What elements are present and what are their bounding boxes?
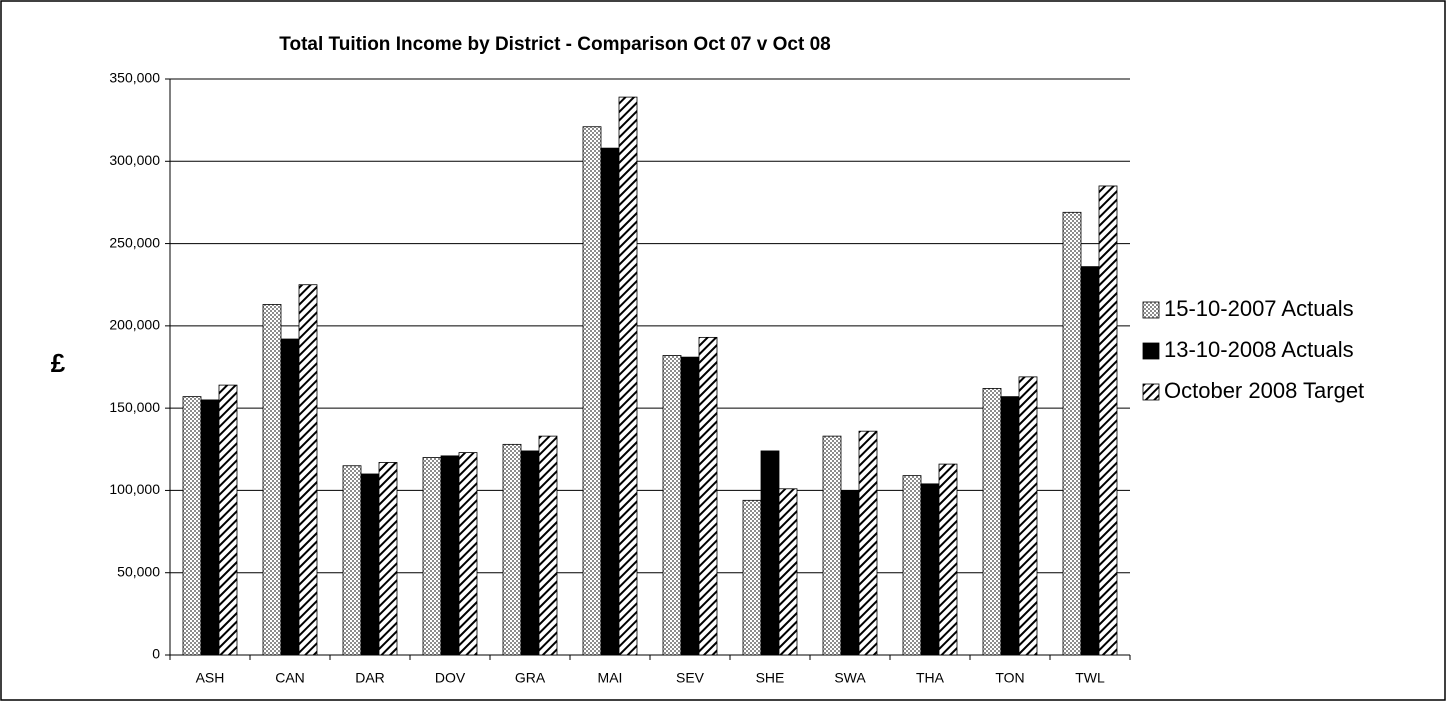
bar (778, 488, 798, 656)
x-tick-label: TWL (1075, 670, 1105, 686)
bar (280, 338, 300, 656)
legend-swatch (1142, 342, 1160, 360)
x-tick-label: SEV (676, 670, 705, 686)
bar (440, 455, 460, 656)
y-tick-label: 200,000 (109, 317, 160, 333)
bar (342, 465, 362, 656)
bar (618, 96, 638, 656)
x-tick-label: DOV (435, 670, 466, 686)
bar (582, 126, 602, 656)
bar (538, 435, 558, 656)
bar (680, 356, 700, 656)
bar (600, 147, 620, 656)
chart-title: Total Tuition Income by District - Compa… (279, 34, 830, 55)
bar (1062, 211, 1082, 656)
x-tick-label: GRA (515, 670, 546, 686)
x-tick-label: MAI (598, 670, 623, 686)
y-tick-label: 50,000 (117, 563, 160, 579)
bar (840, 490, 860, 656)
bar (520, 450, 540, 656)
y-tick-label: 350,000 (109, 70, 160, 86)
bar (920, 483, 940, 656)
bar (200, 399, 220, 656)
bar (698, 336, 718, 656)
x-tick-label: CAN (275, 670, 305, 686)
bar (1018, 376, 1038, 656)
x-tick-label: ASH (196, 670, 225, 686)
bar (1098, 185, 1118, 656)
bar (938, 463, 958, 656)
y-tick-label: 300,000 (109, 152, 160, 168)
bar (458, 452, 478, 656)
legend-swatch (1142, 301, 1160, 319)
legend-label: October 2008 Target (1164, 378, 1364, 403)
x-tick-label: SWA (834, 670, 866, 686)
legend-label: 13-10-2008 Actuals (1164, 337, 1354, 362)
bar (298, 284, 318, 656)
y-tick-label: 100,000 (109, 481, 160, 497)
legend-swatch (1142, 383, 1160, 401)
bar (1000, 396, 1020, 656)
bar (902, 475, 922, 656)
y-tick-label: 250,000 (109, 234, 160, 250)
bar (262, 304, 282, 656)
bar (822, 435, 842, 656)
bar (360, 473, 380, 656)
bar (1080, 266, 1100, 656)
bar (422, 457, 442, 656)
y-tick-label: 150,000 (109, 399, 160, 415)
bar (742, 499, 762, 656)
x-tick-label: SHE (756, 670, 785, 686)
legend-label: 15-10-2007 Actuals (1164, 296, 1354, 321)
bar (858, 430, 878, 656)
y-tick-label: 0 (152, 646, 160, 662)
bar (662, 355, 682, 656)
bar (182, 396, 202, 656)
x-tick-label: THA (916, 670, 945, 686)
x-tick-label: TON (995, 670, 1024, 686)
bar (218, 384, 238, 656)
x-tick-label: DAR (355, 670, 385, 686)
y-axis-label: £ (51, 348, 66, 378)
bar (378, 462, 398, 656)
bar (982, 387, 1002, 656)
bar (502, 443, 522, 656)
bar (760, 450, 780, 656)
